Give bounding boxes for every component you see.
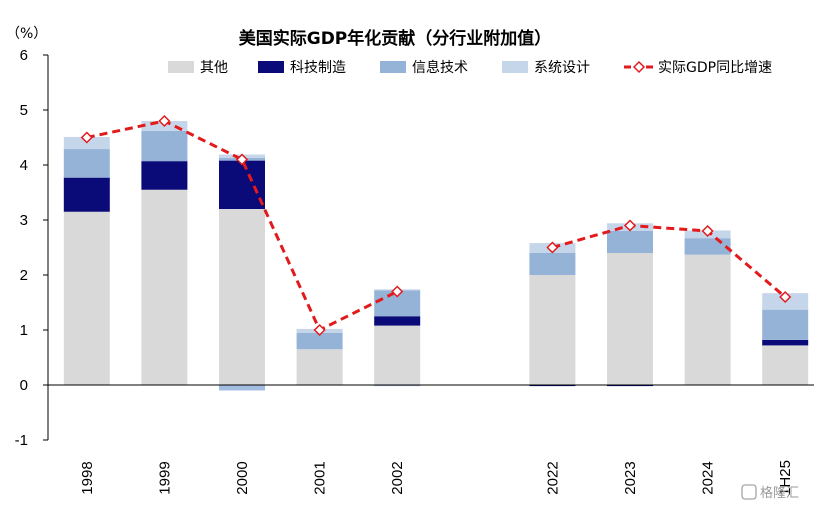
y-tick-label: 2 (20, 267, 28, 284)
bar-segment-其他 (529, 275, 576, 385)
bar-segment-科技制造 (529, 385, 576, 387)
watermark-text: 格隆汇 (760, 485, 799, 501)
bar-segment-科技制造 (374, 316, 421, 326)
bar-segment-科技制造 (762, 339, 809, 346)
y-tick-label: 3 (20, 212, 28, 229)
bar-segment-信息技术 (141, 130, 188, 162)
bar-segment-其他 (374, 325, 421, 385)
bar-segment-科技制造 (219, 160, 265, 209)
bar-segment-信息技术 (607, 231, 653, 253)
chart-title: 美国实际GDP年化贡献（分行业附加值） (239, 28, 552, 49)
gdp-point (779, 290, 792, 304)
x-tick-label: 2000 (234, 461, 251, 494)
legend-label: 其他 (200, 60, 228, 76)
y-tick-label: 0 (20, 377, 28, 394)
gdp-point (391, 285, 404, 298)
y-tick-label: -1 (15, 432, 28, 449)
bar-segment-科技制造 (63, 177, 110, 212)
y-tick-label: 4 (20, 157, 28, 174)
bar-segment-negative-其他 (219, 385, 265, 391)
gdp-line-path (551, 223, 787, 299)
y-axis: -1 0 1 2 3 4 5 6 (15, 47, 48, 449)
bar-segment-其他 (219, 209, 265, 385)
legend-label: 科技制造 (290, 60, 346, 76)
bar-segment-科技制造 (607, 385, 653, 387)
gdp-point (546, 241, 559, 254)
bar-segment-信息技术 (762, 309, 809, 340)
legend-label: 信息技术 (412, 59, 468, 76)
x-axis: 1998 1999 2000 2001 2002 2022 2023 2024 1H25 (79, 460, 794, 496)
x-tick-label: 2001 (312, 461, 329, 494)
legend-marker (632, 60, 646, 74)
legend-label: 系统设计 (534, 60, 590, 76)
gdp-point (701, 224, 714, 238)
bar-segment-信息技术 (529, 253, 576, 275)
legend: 其他 科技制造 信息技术 系统设计 实际GDP同比增速 (168, 59, 772, 76)
bar-segment-其他 (296, 349, 343, 385)
bar-segment-信息技术 (684, 238, 731, 255)
y-axis-unit: （%） (6, 26, 47, 42)
x-tick-label: 2022 (544, 461, 561, 494)
gdp-point (158, 114, 171, 128)
x-tick-label: 2023 (622, 461, 639, 494)
x-tick-label: 1H25 (777, 460, 794, 496)
gdp-point (623, 219, 637, 232)
bar-segment-其他 (141, 189, 188, 385)
bar-segment-其他 (762, 345, 809, 385)
legend-swatch (502, 61, 528, 73)
gdp-line-path (86, 119, 398, 333)
watermark: 格隆汇 (741, 484, 799, 501)
legend-swatch (380, 61, 406, 73)
y-tick-label: 1 (20, 322, 28, 339)
x-tick-label: 2002 (389, 461, 406, 494)
bar-segment-其他 (607, 253, 653, 385)
bar-segment-其他 (684, 254, 731, 385)
legend-swatch (258, 61, 284, 73)
x-tick-label: 1999 (156, 461, 173, 494)
y-tick-label: 6 (20, 47, 28, 64)
legend-swatch (168, 61, 194, 73)
y-tick-label: 5 (20, 102, 28, 119)
gdp-point (235, 153, 249, 166)
gdp-point (80, 131, 93, 144)
watermark-logo-icon (741, 484, 757, 500)
bar-segment-negative-其他 (374, 385, 421, 387)
bar-segment-科技制造 (141, 161, 188, 190)
bar-segment-其他 (63, 211, 110, 385)
legend-label: 实际GDP同比增速 (658, 60, 772, 76)
x-tick-label: 1998 (79, 461, 96, 494)
bar-segment-信息技术 (63, 149, 110, 178)
gdp-point (313, 323, 326, 337)
bar-segment-信息技术 (296, 332, 343, 350)
x-tick-label: 2024 (700, 461, 717, 494)
bars (63, 121, 809, 391)
gdp-growth-line (80, 114, 792, 337)
